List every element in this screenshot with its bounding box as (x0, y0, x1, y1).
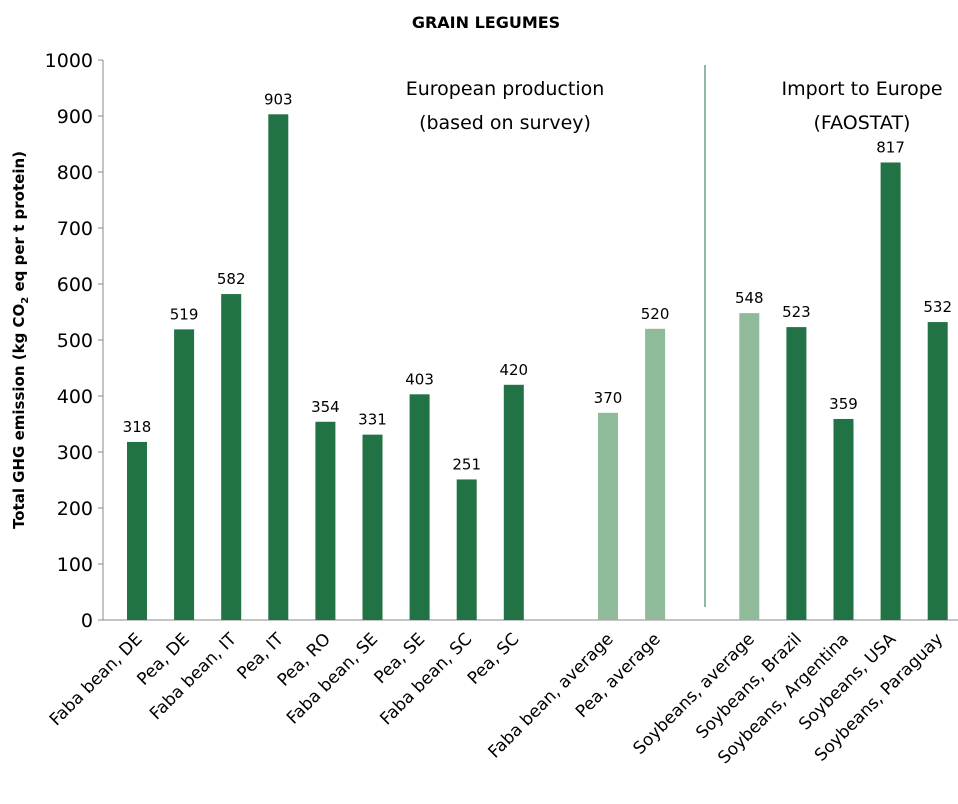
bar (833, 418, 854, 620)
value-label: 420 (499, 361, 528, 379)
y-label-sub: 2 (20, 297, 31, 304)
value-label: 548 (735, 289, 764, 307)
bar (786, 327, 807, 620)
bar (503, 384, 524, 620)
x-tick-label: Faba bean, DE (46, 629, 147, 730)
bar (268, 114, 289, 620)
y-tick-label: 1000 (45, 50, 93, 72)
y-tick-label: 0 (81, 610, 93, 632)
y-tick-label: 300 (57, 442, 93, 464)
annotation: (FAOSTAT) (814, 112, 911, 134)
y-tick-label: 600 (57, 274, 93, 296)
value-label: 523 (782, 303, 811, 321)
x-tick-label: Pea, average (572, 629, 665, 722)
bar (221, 294, 242, 620)
chart-title: GRAIN LEGUMES (412, 13, 560, 32)
bar (362, 434, 383, 620)
y-label-part: Total GHG emission (kg CO (10, 304, 28, 529)
bar (739, 313, 760, 620)
annotation: Import to Europe (781, 78, 942, 100)
bar (315, 421, 336, 620)
value-label: 582 (217, 270, 246, 288)
value-label: 532 (923, 298, 952, 316)
value-label: 520 (641, 305, 670, 323)
value-label: 251 (452, 455, 481, 473)
bar (927, 322, 948, 620)
annotation: European production (406, 78, 605, 100)
y-tick-label: 400 (57, 386, 93, 408)
y-tick-label: 100 (57, 554, 93, 576)
value-label: 354 (311, 398, 340, 416)
y-tick-label: 700 (57, 218, 93, 240)
bar (409, 394, 430, 620)
bar (174, 329, 195, 620)
bar (127, 441, 147, 620)
value-label: 519 (170, 305, 199, 323)
value-label: 318 (123, 418, 152, 436)
bar (456, 479, 477, 620)
y-axis-label: Total GHG emission (kg CO2 eq per t prot… (10, 151, 31, 529)
value-label: 403 (405, 370, 434, 388)
value-label: 359 (829, 395, 858, 413)
y-label-part: eq per t protein) (10, 151, 28, 297)
y-tick-label: 900 (57, 106, 93, 128)
bar (880, 162, 901, 621)
x-tick-label: Pea, SC (464, 629, 523, 688)
bar (645, 328, 666, 620)
bar (598, 412, 618, 620)
value-label: 903 (264, 90, 293, 108)
value-label: 817 (876, 138, 905, 156)
y-tick-label: 200 (57, 498, 93, 520)
value-label: 370 (594, 389, 623, 407)
y-tick-label: 800 (57, 162, 93, 184)
value-label: 331 (358, 411, 387, 429)
y-tick-label: 500 (57, 330, 93, 352)
annotation: (based on survey) (419, 112, 591, 134)
